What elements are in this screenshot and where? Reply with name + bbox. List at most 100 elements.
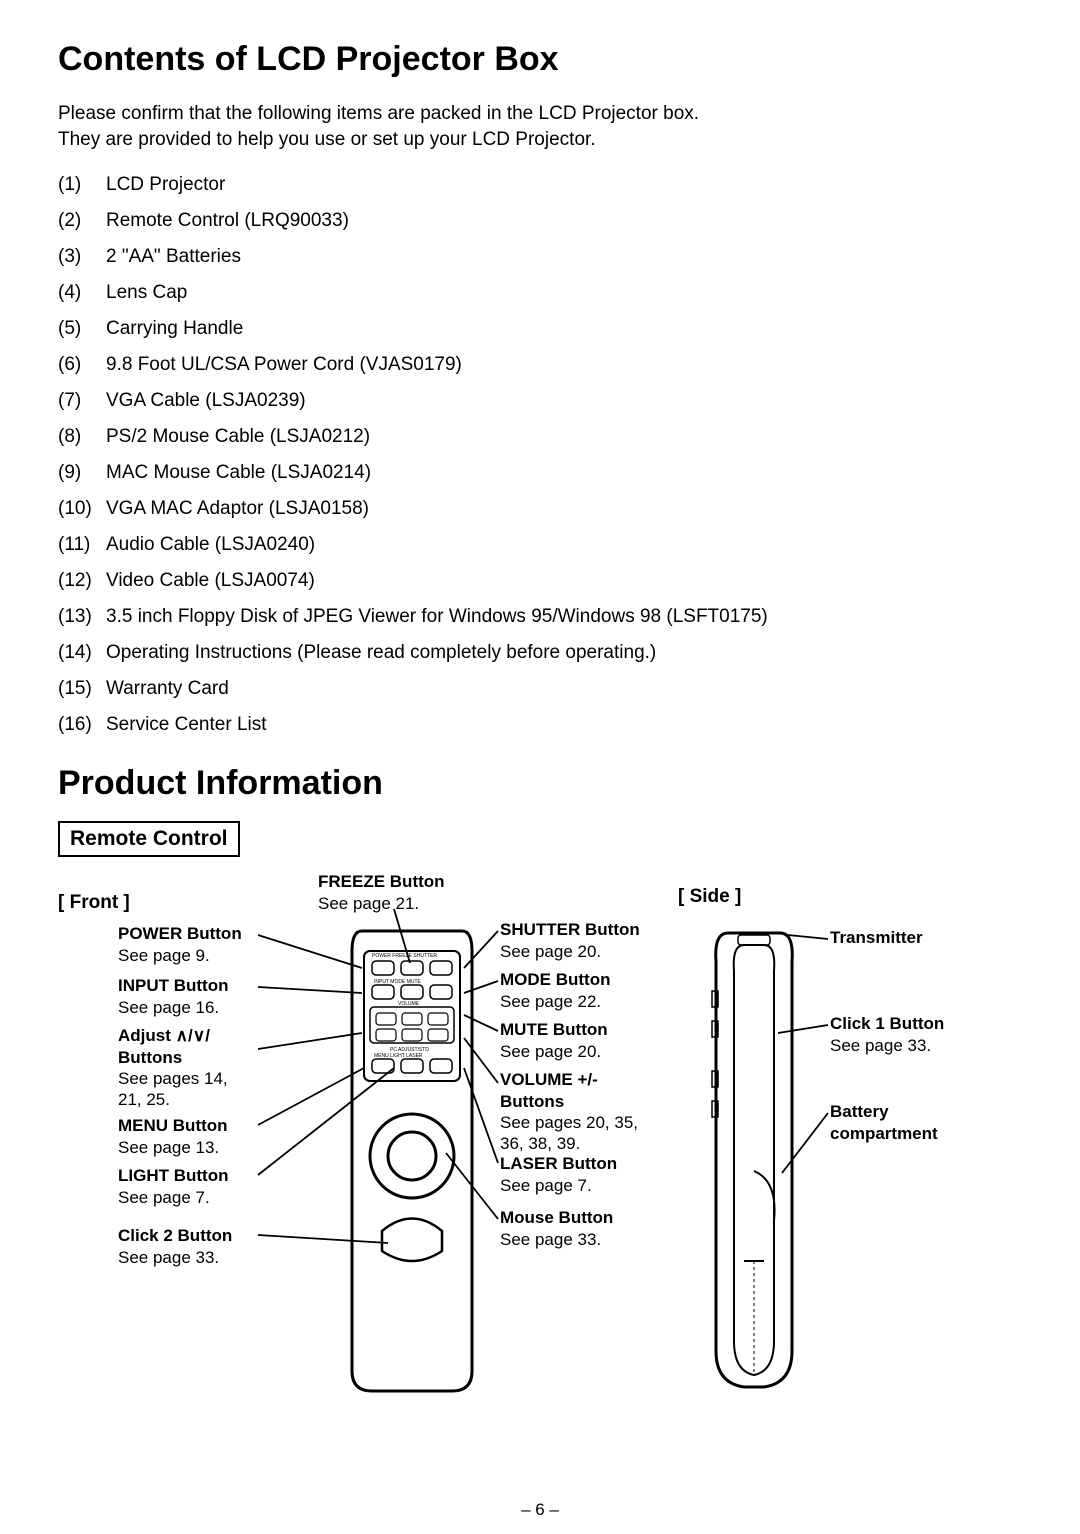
contents-item: (10)VGA MAC Adaptor (LSJA0158) [58,498,1022,520]
remote-diagram: [ Front ] [ Side ] FREEZE ButtonSee page… [58,863,1022,1483]
item-number: (10) [58,498,106,520]
item-text: 9.8 Foot UL/CSA Power Cord (VJAS0179) [106,354,1022,376]
front-heading: [ Front ] [58,891,130,915]
item-number: (9) [58,462,106,484]
item-text: VGA MAC Adaptor (LSJA0158) [106,498,1022,520]
callout: Click 2 Button See page 33. [118,1225,318,1268]
callout-freeze: FREEZE Button See page 21. [318,871,445,914]
callout: LASER ButtonSee page 7. [500,1153,690,1196]
contents-item: (5)Carrying Handle [58,318,1022,340]
svg-text:INPUT MODE MUTE: INPUT MODE MUTE [374,979,422,985]
item-number: (6) [58,354,106,376]
callout-title: Batterycompartment [830,1102,938,1142]
item-text: VGA Cable (LSJA0239) [106,390,1022,412]
item-number: (8) [58,426,106,448]
contents-item: (15)Warranty Card [58,678,1022,700]
callout: POWER Button See page 9. [118,923,318,966]
callout-title: Adjust ∧/∨/Buttons [118,1026,210,1066]
item-text: Operating Instructions (Please read comp… [106,642,1022,664]
callout-title: LIGHT Button [118,1166,228,1185]
item-number: (14) [58,642,106,664]
contents-item: (13)3.5 inch Floppy Disk of JPEG Viewer … [58,606,1022,628]
callout: INPUT Button See page 16. [118,975,318,1018]
callout-sub: See page 22. [500,992,601,1011]
callout-title: INPUT Button [118,976,228,995]
callout-title: MENU Button [118,1116,228,1135]
page: Contents of LCD Projector Box Please con… [0,0,1080,1534]
item-number: (1) [58,174,106,196]
contents-item: (3)2 "AA" Batteries [58,246,1022,268]
item-text: Remote Control (LRQ90033) [106,210,1022,232]
item-text: MAC Mouse Cable (LSJA0214) [106,462,1022,484]
callout-sub: See pages 20, 35,36, 38, 39. [500,1113,638,1153]
callout-sub: See pages 14,21, 25. [118,1069,228,1109]
contents-item: (1)LCD Projector [58,174,1022,196]
page-number: – 6 – [0,1500,1080,1520]
contents-item: (9)MAC Mouse Cable (LSJA0214) [58,462,1022,484]
contents-item: (7)VGA Cable (LSJA0239) [58,390,1022,412]
callout-sub: See page 16. [118,998,219,1017]
item-text: LCD Projector [106,174,1022,196]
callout: MODE Button See page 22. [500,969,690,1012]
svg-text:POWER FREEZE SHUTTER: POWER FREEZE SHUTTER [372,953,437,959]
callout-title: MODE Button [500,970,610,989]
intro-line-1: Please confirm that the following items … [58,101,1022,127]
callout: Click 1 ButtonSee page 33. [830,1013,1010,1056]
contents-item: (8)PS/2 Mouse Cable (LSJA0212) [58,426,1022,448]
callout-title: POWER Button [118,924,242,943]
intro-block: Please confirm that the following items … [58,101,1022,152]
callout-sub: See page 7. [500,1176,592,1195]
contents-item: (6)9.8 Foot UL/CSA Power Cord (VJAS0179) [58,354,1022,376]
callout-sub: See page 7. [118,1188,210,1207]
callout-sub: See page 21. [318,894,419,913]
contents-item: (16)Service Center List [58,714,1022,736]
callout-sub: See page 20. [500,1042,601,1061]
heading-product-info: Product Information [58,764,1022,803]
item-number: (13) [58,606,106,628]
callout: VOLUME +/-ButtonsSee pages 20, 35,36, 38… [500,1069,690,1154]
callout-title: Transmitter [830,928,923,947]
callout-sub: See page 13. [118,1138,219,1157]
item-text: Service Center List [106,714,1022,736]
remote-front-drawing: POWER FREEZE SHUTTER INPUT MODE MUTE VOL… [342,921,482,1401]
callout: Mouse Button See page 33. [500,1207,690,1250]
item-number: (12) [58,570,106,592]
callout-title: VOLUME +/-Buttons [500,1070,598,1110]
callout-title: Mouse Button [500,1208,613,1227]
callout-title: MUTE Button [500,1020,608,1039]
callout-title: Click 2 Button [118,1226,232,1245]
contents-list: (1)LCD Projector(2)Remote Control (LRQ90… [58,174,1022,736]
contents-item: (14)Operating Instructions (Please read … [58,642,1022,664]
remote-control-box-title: Remote Control [58,821,240,857]
item-text: PS/2 Mouse Cable (LSJA0212) [106,426,1022,448]
callout-sub: See page 9. [118,946,210,965]
item-text: Warranty Card [106,678,1022,700]
item-number: (5) [58,318,106,340]
item-number: (3) [58,246,106,268]
item-text: Lens Cap [106,282,1022,304]
svg-text:MENU LIGHT LASER: MENU LIGHT LASER [374,1053,423,1059]
callout-title: SHUTTER Button [500,920,640,939]
item-text: 3.5 inch Floppy Disk of JPEG Viewer for … [106,606,1022,628]
item-number: (2) [58,210,106,232]
item-text: Video Cable (LSJA0074) [106,570,1022,592]
callout: SHUTTER Button See page 20. [500,919,690,962]
contents-item: (11)Audio Cable (LSJA0240) [58,534,1022,556]
contents-item: (12)Video Cable (LSJA0074) [58,570,1022,592]
item-number: (15) [58,678,106,700]
contents-item: (4)Lens Cap [58,282,1022,304]
heading-contents: Contents of LCD Projector Box [58,40,1022,79]
item-number: (4) [58,282,106,304]
callout-title: FREEZE Button [318,872,445,891]
callout-sub: See page 33. [500,1230,601,1249]
remote-side-drawing [698,921,808,1401]
item-number: (16) [58,714,106,736]
callout: Transmitter [830,927,1010,948]
item-number: (11) [58,534,106,556]
callout: MUTE Button See page 20. [500,1019,690,1062]
callout-sub: See page 33. [118,1248,219,1267]
callout: LIGHT Button See page 7. [118,1165,318,1208]
item-text: 2 "AA" Batteries [106,246,1022,268]
callout-sub: See page 20. [500,942,601,961]
intro-line-2: They are provided to help you use or set… [58,127,1022,153]
